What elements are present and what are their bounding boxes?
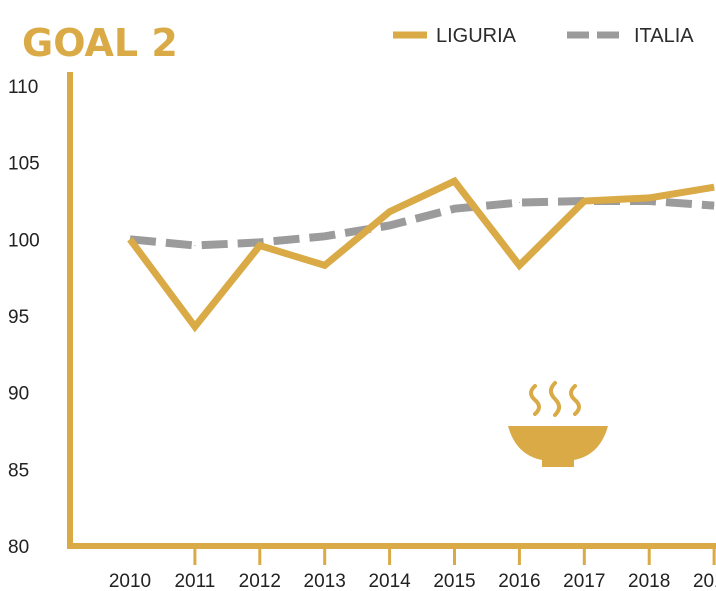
data-point-liguria [194,326,196,328]
legend-label-liguria: LIGURIA [436,25,517,47]
x-tick-label: 2013 [304,571,346,591]
x-axis-tick-labels: 2010 2011 2012 2013 2014 2015 2016 2017 2018 2019 [109,571,716,591]
data-point-italia [324,235,326,237]
y-tick-label: 85 [8,460,29,481]
data-point-italia [389,225,391,227]
y-tick-label: 110 [8,77,38,98]
data-point-liguria [518,264,520,266]
data-point-liguria [454,180,455,182]
x-tick-label: 2010 [109,571,151,591]
series-lines [127,176,715,333]
y-tick-label: 95 [8,307,29,328]
soup-bowl-icon [508,381,608,467]
data-point-liguria [583,200,585,202]
y-axis-tick-labels: 80 85 90 95 100 105 110 [8,77,40,558]
legend: LIGURIA ITALIA [393,25,694,47]
data-point-italia [454,208,455,210]
data-point-italia [194,244,196,246]
series-line-italia [129,197,715,250]
x-tick-label: 2011 [174,571,215,591]
chart-title: GOAL 2 [22,21,178,65]
y-tick-label: 100 [8,230,40,251]
x-tick-label: 2017 [563,571,605,591]
data-point-liguria [324,264,326,266]
x-tick-label: 2014 [368,571,411,591]
data-point-italia [713,205,715,207]
x-tick-label: 2016 [498,571,540,591]
x-tick-label: 2018 [628,571,670,591]
data-point-liguria [259,244,261,246]
y-tick-label: 80 [8,537,29,558]
data-point-liguria [129,238,131,240]
data-point-liguria [389,211,391,213]
legend-label-italia: ITALIA [634,25,694,47]
x-axis-tick-marks [193,546,716,565]
data-point-liguria [713,186,715,188]
x-tick-label: 2015 [433,571,475,591]
y-tick-label: 90 [8,384,29,405]
x-tick-label: 2012 [239,571,281,591]
x-tick-label: 2019 [693,571,716,591]
y-tick-label: 105 [8,154,40,175]
data-point-liguria [648,197,650,199]
data-point-italia [518,202,520,204]
series-line-liguria [127,176,715,333]
